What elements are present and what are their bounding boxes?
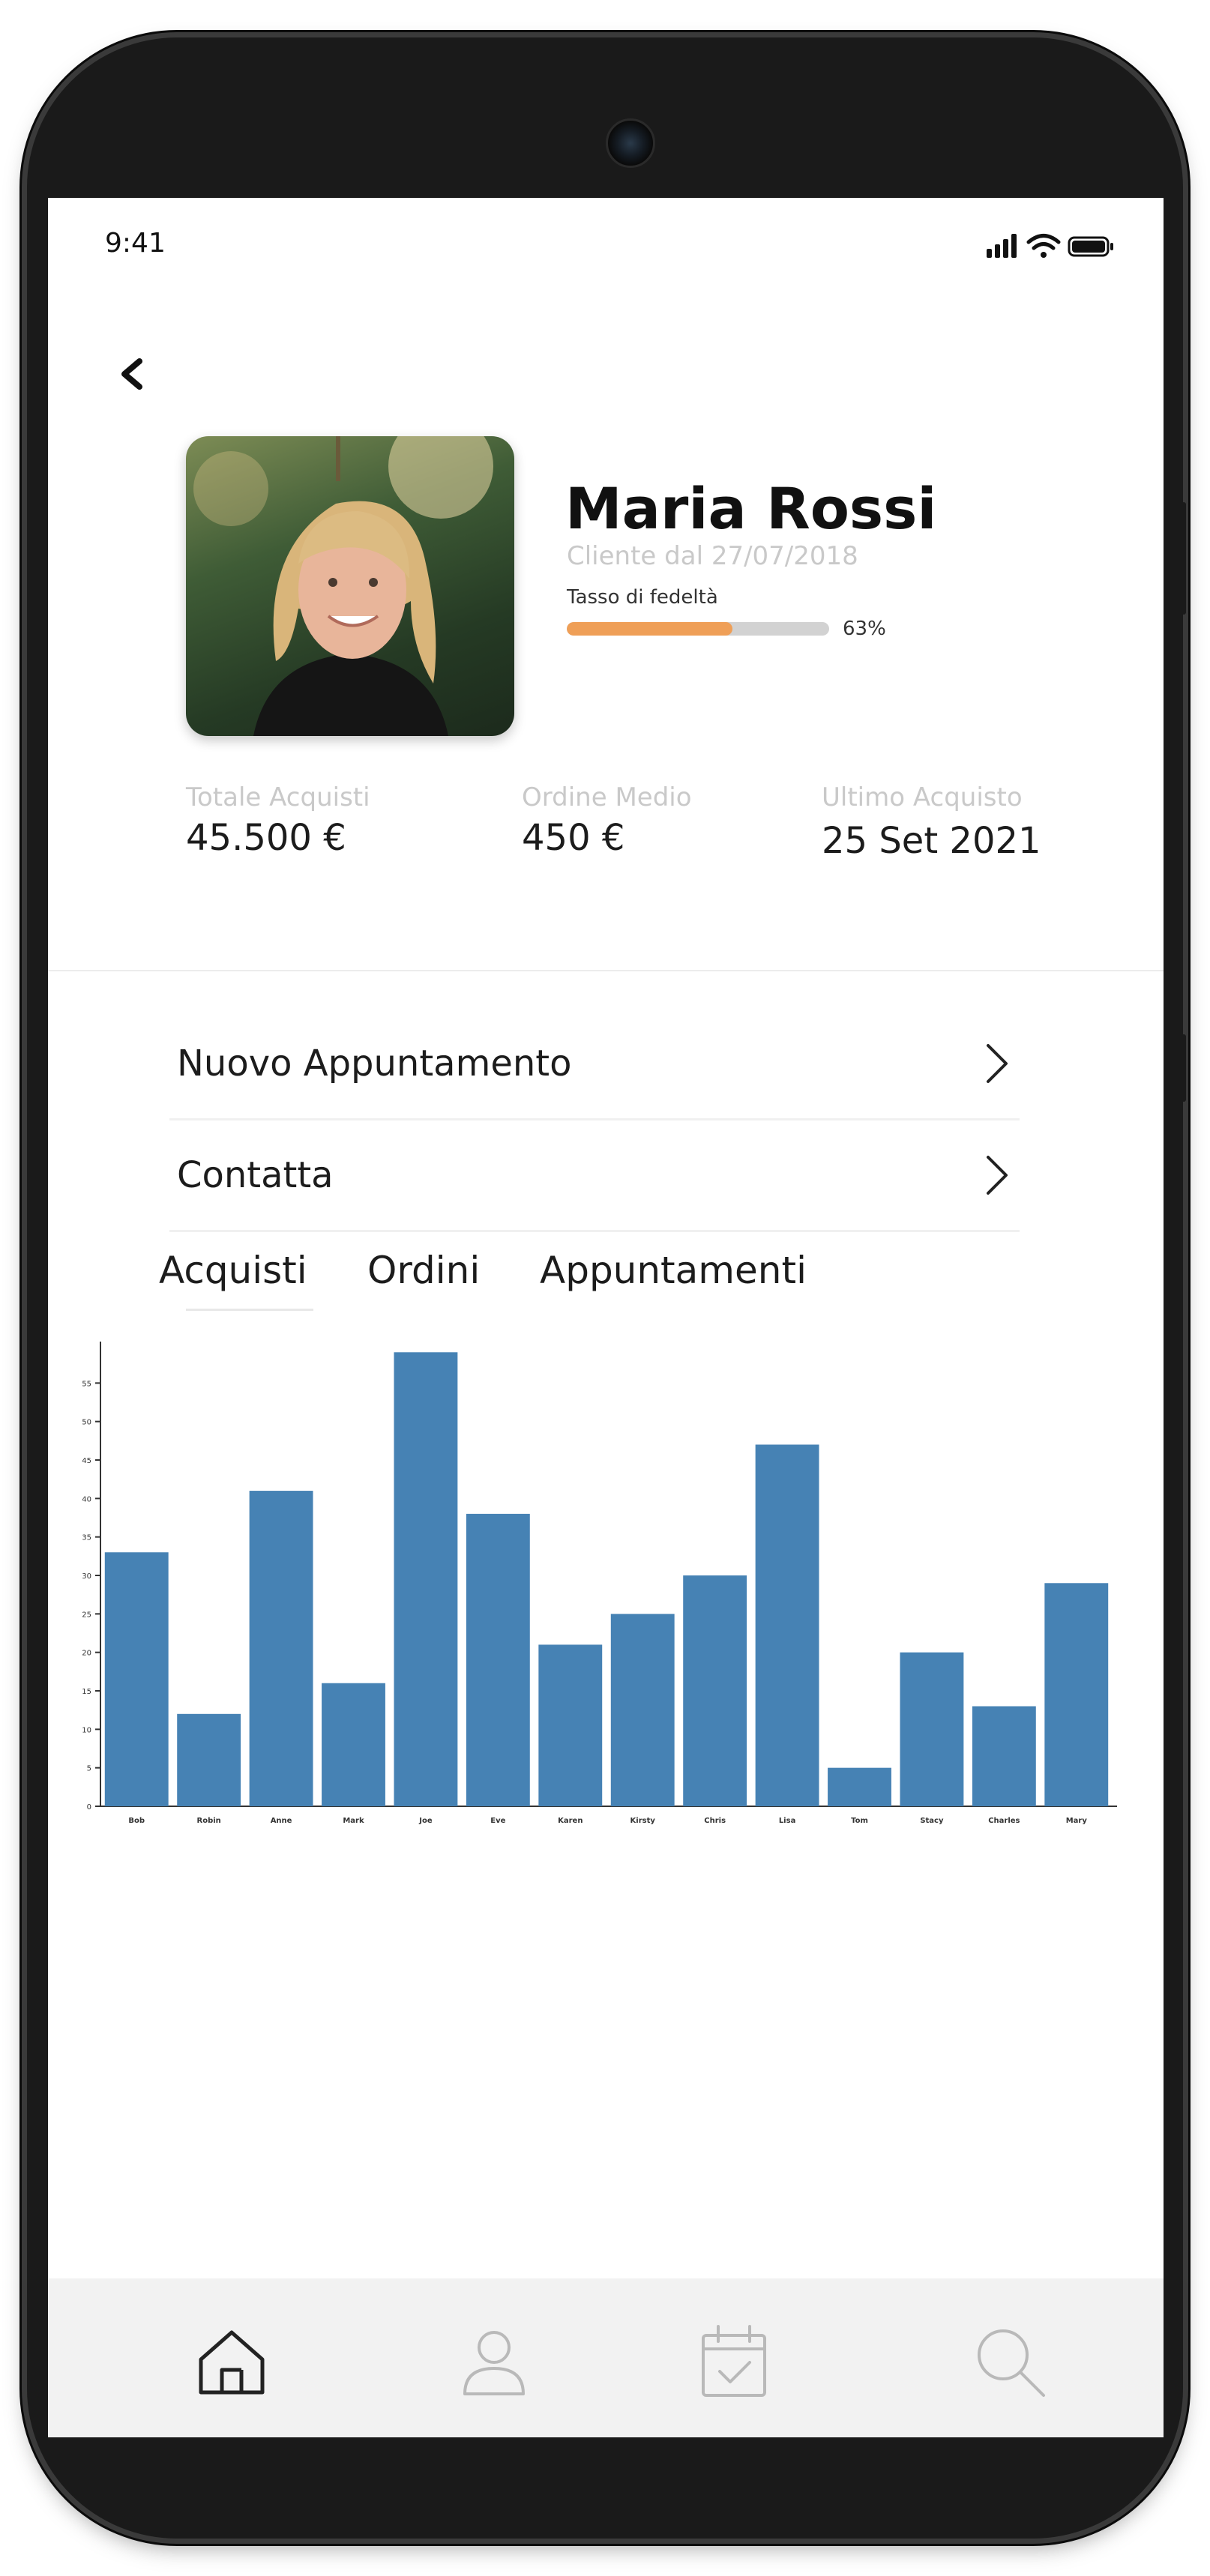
loyalty-percent: 63% — [843, 618, 886, 640]
app-screen: 9:41 — [48, 198, 1164, 2437]
volume-button — [1182, 502, 1186, 615]
bar-eve — [466, 1513, 530, 1806]
loyalty-progress-fill — [567, 622, 732, 636]
purchases-bar-chart: 0 5 10 15 20 25 30 35 40 45 50 55 Bob Robin Anne Mark Jo… — [82, 1342, 1117, 1825]
bar-robin — [177, 1713, 241, 1806]
section-divider — [48, 970, 1164, 971]
chevron-right-icon — [987, 1044, 1008, 1083]
signal-icon — [987, 234, 1017, 258]
customer-name: Maria Rossi — [565, 475, 937, 542]
bottom-navigation — [48, 2278, 1164, 2437]
y-tick-label: 45 — [82, 1457, 91, 1465]
bar-stacy — [900, 1652, 964, 1806]
x-tick-label: Chris — [704, 1817, 726, 1825]
power-button — [1182, 1034, 1186, 1102]
y-tick-label: 5 — [87, 1765, 91, 1773]
tab-ordini[interactable]: Ordini — [367, 1249, 481, 1292]
y-tick-label: 30 — [82, 1572, 91, 1581]
stat-total-label: Totale Acquisti — [186, 782, 370, 812]
x-tick-label: Stacy — [920, 1817, 944, 1825]
calendar-check-icon[interactable] — [693, 2320, 775, 2403]
bar-chris — [683, 1575, 747, 1806]
loyalty-label: Tasso di fedeltà — [567, 586, 718, 609]
y-tick-label: 0 — [87, 1803, 91, 1812]
avatar — [186, 436, 514, 736]
x-tick-label: Joe — [418, 1817, 433, 1825]
tab-active-indicator — [186, 1309, 313, 1311]
x-tick-label: Robin — [197, 1817, 221, 1825]
menu-item-new-appointment[interactable]: Nuovo Appuntamento — [169, 1009, 1020, 1120]
y-tick-label: 25 — [82, 1611, 91, 1619]
menu-item-label: Contatta — [177, 1154, 334, 1196]
tab-acquisti[interactable]: Acquisti — [159, 1249, 307, 1292]
tab-appuntamenti[interactable]: Appuntamenti — [540, 1249, 807, 1292]
y-tick-label: 20 — [82, 1650, 91, 1658]
home-icon[interactable] — [190, 2320, 273, 2403]
y-tick-label: 35 — [82, 1534, 91, 1542]
x-tick-label: Eve — [490, 1817, 505, 1825]
bar-joe — [394, 1352, 458, 1806]
bar-charles — [972, 1706, 1036, 1806]
front-camera — [606, 118, 655, 168]
x-tick-label: Charles — [988, 1817, 1020, 1825]
bar-kirsty — [610, 1614, 675, 1806]
x-tick-label: Tom — [851, 1817, 868, 1825]
bar-mark — [322, 1683, 385, 1806]
bar-bob — [104, 1552, 169, 1806]
x-tick-label: Karen — [558, 1817, 583, 1825]
menu-item-label: Nuovo Appuntamento — [177, 1043, 572, 1085]
battery-icon — [1068, 236, 1113, 257]
user-icon[interactable] — [453, 2320, 535, 2403]
back-button[interactable] — [114, 355, 151, 393]
search-icon[interactable] — [969, 2320, 1051, 2403]
y-tick-label: 15 — [82, 1688, 91, 1696]
stat-last-value: 25 Set 2021 — [822, 820, 1041, 862]
customer-photo — [193, 436, 493, 736]
bar-karen — [538, 1644, 603, 1806]
stat-last-label: Ultimo Acquisto — [822, 782, 1023, 812]
wifi-icon — [1026, 234, 1061, 258]
y-tick-label: 50 — [82, 1419, 91, 1427]
x-tick-label: Bob — [128, 1817, 145, 1825]
stat-total-value: 45.500 € — [186, 817, 346, 859]
bar-mary — [1044, 1583, 1109, 1806]
bar-lisa — [755, 1444, 819, 1806]
y-tick-label: 55 — [82, 1380, 91, 1388]
stat-average-value: 450 € — [522, 817, 625, 859]
x-tick-label: Anne — [271, 1817, 292, 1825]
stat-average-label: Ordine Medio — [522, 782, 692, 812]
x-tick-label: Mark — [343, 1817, 364, 1825]
status-time: 9:41 — [105, 228, 166, 259]
customer-since: Cliente dal 27/07/2018 — [567, 541, 858, 571]
x-tick-label: Kirsty — [630, 1817, 656, 1825]
menu-item-contact[interactable]: Contatta — [169, 1120, 1020, 1232]
y-tick-label: 10 — [82, 1726, 91, 1734]
status-icons — [987, 234, 1113, 258]
bar-anne — [249, 1491, 313, 1806]
chevron-right-icon — [987, 1156, 1008, 1195]
y-tick-label: 40 — [82, 1495, 91, 1503]
x-tick-label: Mary — [1066, 1817, 1088, 1825]
x-tick-label: Lisa — [779, 1817, 796, 1825]
bar-tom — [828, 1767, 891, 1806]
loyalty-progress-bar — [567, 622, 829, 636]
